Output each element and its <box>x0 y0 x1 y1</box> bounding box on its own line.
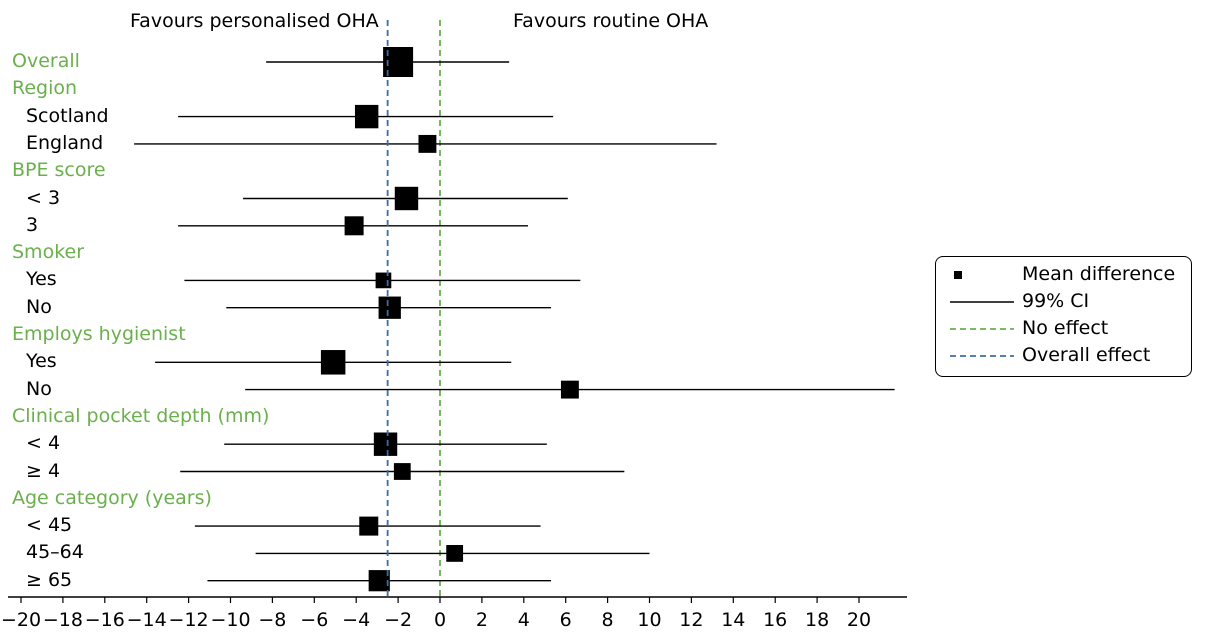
x-tick-label: 16 <box>763 609 788 631</box>
legend-label: Overall effect <box>1022 344 1151 366</box>
subgroup-label: 45–64 <box>26 541 84 564</box>
subgroup-label: No <box>26 295 52 318</box>
x-tick-label: 6 <box>559 609 572 631</box>
x-tick-label: −20 <box>0 609 42 631</box>
favours-routine-header: Favours routine OHA <box>513 10 709 32</box>
mean-square <box>446 545 464 562</box>
x-tick-label: 8 <box>601 609 614 631</box>
x-tick-label: 18 <box>805 609 830 631</box>
subgroup-label: ≥ 65 <box>26 568 73 591</box>
subgroup-label: 3 <box>26 213 39 236</box>
legend-item: No effect <box>936 316 1191 342</box>
mean-square <box>368 570 390 592</box>
x-tick-label: 0 <box>433 609 447 631</box>
subgroup-label: < 4 <box>26 432 61 455</box>
x-tick-label: −14 <box>126 609 167 631</box>
mean-square <box>560 380 579 399</box>
subgroup-label: England <box>26 131 104 154</box>
x-tick-label: −2 <box>384 609 413 631</box>
legend-label: Mean difference <box>1022 263 1176 285</box>
legend-label: 99% CI <box>1022 290 1090 312</box>
mean-square <box>354 104 379 129</box>
legend: Mean difference 99% CI No effect Overall ef… <box>935 256 1192 377</box>
blue-dash-legend-icon <box>950 355 1014 357</box>
mean-square <box>373 432 398 456</box>
subgroup-label: Yes <box>26 350 57 373</box>
x-tick-label: 20 <box>846 609 872 631</box>
group-label: Employs hygienist <box>12 323 186 345</box>
x-tick-label: 14 <box>721 609 746 631</box>
x-tick-label: 4 <box>517 609 530 631</box>
x-tick-label: −10 <box>210 609 251 631</box>
x-tick-label: −4 <box>342 609 371 631</box>
legend-item: Overall effect <box>936 343 1191 369</box>
group-label: Smoker <box>12 241 85 264</box>
group-label: Region <box>12 77 78 100</box>
mean-square <box>375 272 392 289</box>
group-label: Age category (years) <box>12 486 212 509</box>
mean-square <box>359 516 379 536</box>
mean-square <box>378 296 401 319</box>
mean-square <box>394 186 419 211</box>
x-tick-label: 12 <box>679 609 704 631</box>
group-label: Clinical pocket depth (mm) <box>12 404 270 427</box>
square-legend-icon <box>954 271 962 279</box>
legend-item: Mean difference <box>936 262 1191 288</box>
subgroup-label: < 3 <box>26 186 61 209</box>
subgroup-label: Yes <box>26 268 57 291</box>
subgroup-label: Scotland <box>26 104 109 127</box>
mean-square <box>320 350 346 375</box>
x-tick-label: −18 <box>42 609 83 631</box>
legend-label: No effect <box>1022 317 1109 339</box>
subgroup-label: ≥ 4 <box>26 459 61 482</box>
mean-square <box>393 463 411 480</box>
group-label: BPE score <box>12 159 106 182</box>
mean-square <box>418 134 437 153</box>
group-label: Overall <box>12 50 80 72</box>
solid-line-legend-icon <box>950 301 1014 303</box>
favours-personalised-header: Favours personalised OHA <box>130 10 379 32</box>
subgroup-label: No <box>26 377 52 400</box>
x-tick-label: 10 <box>637 609 662 631</box>
x-tick-label: −12 <box>168 609 209 631</box>
green-dash-legend-icon <box>950 328 1014 330</box>
mean-square <box>344 216 364 236</box>
x-tick-label: −8 <box>258 609 287 631</box>
subgroup-label: < 45 <box>26 514 73 537</box>
x-tick-label: −16 <box>84 609 125 631</box>
x-tick-label: −6 <box>300 609 329 631</box>
legend-item: 99% CI <box>936 289 1191 315</box>
x-tick-label: 2 <box>475 609 488 631</box>
